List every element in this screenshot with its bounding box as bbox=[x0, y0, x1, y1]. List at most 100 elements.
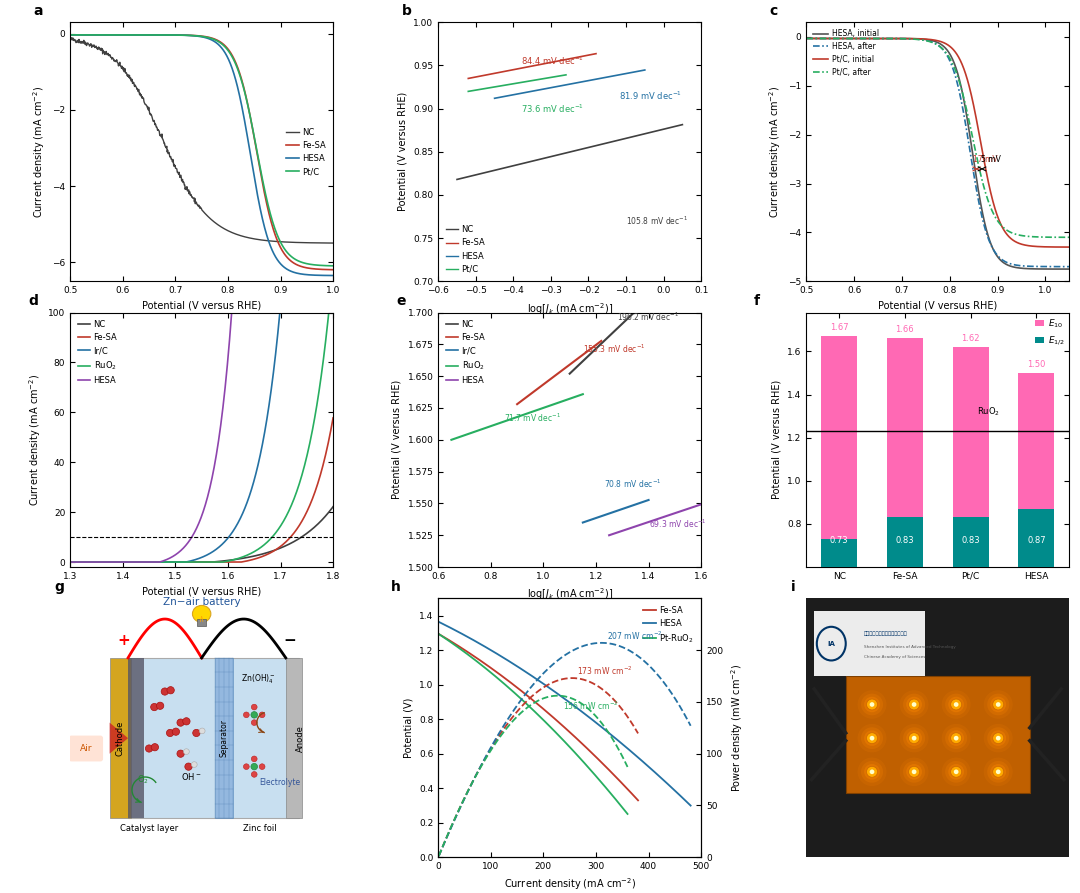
HESA bbox=[552, 689, 565, 700]
Ellipse shape bbox=[252, 720, 257, 725]
Pt/C, after bbox=[1063, 232, 1076, 243]
Ellipse shape bbox=[866, 699, 878, 710]
Ellipse shape bbox=[866, 733, 878, 744]
Ellipse shape bbox=[251, 712, 257, 718]
HESA, after bbox=[919, 35, 932, 46]
HESA bbox=[240, 22, 253, 33]
Line: HESA: HESA bbox=[70, 35, 333, 276]
Text: 173 mW cm$^{-2}$: 173 mW cm$^{-2}$ bbox=[578, 664, 633, 677]
Ellipse shape bbox=[948, 764, 964, 780]
Ellipse shape bbox=[864, 697, 880, 713]
Ir/C bbox=[132, 556, 145, 567]
Ir/C bbox=[110, 556, 123, 567]
Pt/C bbox=[110, 29, 123, 40]
Y-axis label: Potential (V versus RHE): Potential (V versus RHE) bbox=[392, 380, 402, 499]
HESA bbox=[432, 616, 445, 627]
Text: 0.83: 0.83 bbox=[961, 537, 980, 546]
Ellipse shape bbox=[942, 690, 971, 719]
Pt/C bbox=[326, 261, 339, 271]
RuO$_2$ bbox=[261, 536, 274, 547]
Ellipse shape bbox=[858, 690, 887, 719]
Ellipse shape bbox=[945, 694, 968, 715]
RuO$_2$ bbox=[183, 556, 195, 567]
Ellipse shape bbox=[900, 757, 929, 786]
Ellipse shape bbox=[864, 730, 880, 746]
Pt/C, initial bbox=[867, 33, 880, 44]
HESA, initial bbox=[975, 204, 988, 215]
Fe-SA bbox=[326, 413, 339, 423]
Fe-SA bbox=[110, 556, 123, 567]
Text: 69.3 mV dec$^{-1}$: 69.3 mV dec$^{-1}$ bbox=[649, 517, 706, 530]
Ellipse shape bbox=[861, 727, 883, 749]
Line: HESA: HESA bbox=[70, 0, 333, 562]
Bar bbox=[1018, 509, 1054, 697]
Ellipse shape bbox=[987, 694, 1010, 715]
Fe-SA bbox=[183, 29, 195, 40]
Pt/C, after bbox=[847, 33, 860, 44]
Ellipse shape bbox=[990, 764, 1007, 780]
Text: 84.4 mV dec$^{-1}$: 84.4 mV dec$^{-1}$ bbox=[521, 54, 584, 67]
HESA, initial bbox=[847, 33, 860, 44]
NC bbox=[326, 238, 339, 248]
HESA bbox=[183, 30, 195, 41]
Fe-SA bbox=[218, 556, 231, 567]
Pt/C, initial bbox=[975, 144, 988, 154]
HESA bbox=[183, 536, 195, 547]
Fe-SA bbox=[511, 682, 524, 693]
Ellipse shape bbox=[192, 605, 211, 622]
Text: 0.83: 0.83 bbox=[961, 589, 980, 598]
Y-axis label: Potential (V): Potential (V) bbox=[404, 697, 414, 758]
Ir/C bbox=[261, 405, 274, 416]
Ellipse shape bbox=[259, 764, 265, 770]
Line: HESA, after: HESA, after bbox=[807, 38, 1069, 267]
Text: 中国科学院深圳先进技术研究院: 中国科学院深圳先进技术研究院 bbox=[864, 630, 908, 636]
Line: NC: NC bbox=[70, 38, 333, 243]
HESA bbox=[64, 556, 77, 567]
HESA bbox=[64, 29, 77, 40]
Ellipse shape bbox=[252, 705, 257, 710]
Ellipse shape bbox=[996, 702, 1000, 707]
Bar bbox=[197, 619, 206, 625]
Y-axis label: Potential (V versus RHE): Potential (V versus RHE) bbox=[397, 92, 408, 212]
Fe-SA bbox=[261, 548, 274, 559]
Legend: HESA, initial, HESA, after, Pt/C, initial, Pt/C, after: HESA, initial, HESA, after, Pt/C, initia… bbox=[810, 26, 881, 79]
NC bbox=[262, 236, 275, 246]
Fe-SA bbox=[557, 722, 570, 732]
Ellipse shape bbox=[984, 757, 1013, 786]
Ellipse shape bbox=[157, 702, 164, 709]
HESA, initial bbox=[867, 33, 880, 44]
Text: 70.8 mV dec$^{-1}$: 70.8 mV dec$^{-1}$ bbox=[604, 478, 661, 490]
RuO$_2$ bbox=[218, 556, 231, 567]
Ellipse shape bbox=[990, 697, 1007, 713]
Pt/C bbox=[240, 91, 253, 102]
Ellipse shape bbox=[984, 690, 1013, 719]
Ellipse shape bbox=[942, 757, 971, 786]
NC bbox=[64, 33, 77, 44]
Ir/C bbox=[183, 556, 195, 567]
Ellipse shape bbox=[950, 766, 961, 777]
Text: 105.8 mV dec$^{-1}$: 105.8 mV dec$^{-1}$ bbox=[626, 215, 688, 227]
Legend: $E_{10}$, $E_{1/2}$: $E_{10}$, $E_{1/2}$ bbox=[1035, 317, 1065, 346]
HESA bbox=[261, 234, 274, 245]
Text: f: f bbox=[754, 294, 759, 308]
HESA bbox=[678, 795, 691, 805]
Pt/C, initial bbox=[847, 33, 860, 44]
Text: 207 mW cm$^{-2}$: 207 mW cm$^{-2}$ bbox=[607, 630, 662, 642]
HESA, after bbox=[867, 33, 880, 44]
HESA, initial bbox=[919, 34, 932, 45]
Text: g: g bbox=[54, 580, 65, 594]
Polygon shape bbox=[110, 722, 129, 754]
NC bbox=[110, 57, 123, 68]
Ellipse shape bbox=[908, 733, 919, 744]
Ellipse shape bbox=[912, 736, 917, 740]
Bar bbox=[953, 517, 988, 697]
Fe-SA bbox=[240, 555, 253, 566]
Text: Zn(OH)$_4^-$: Zn(OH)$_4^-$ bbox=[241, 672, 275, 686]
Pt/C, after bbox=[919, 35, 932, 46]
Y-axis label: Current density (mA cm$^{-2}$): Current density (mA cm$^{-2}$) bbox=[27, 373, 42, 506]
Text: 0.87: 0.87 bbox=[1027, 585, 1045, 594]
Text: 0.73: 0.73 bbox=[829, 600, 849, 609]
Fe-SA bbox=[632, 795, 645, 805]
Legend: Fe-SA, HESA, Pt-RuO$_2$: Fe-SA, HESA, Pt-RuO$_2$ bbox=[640, 603, 697, 648]
Pt/C, after bbox=[867, 33, 880, 44]
